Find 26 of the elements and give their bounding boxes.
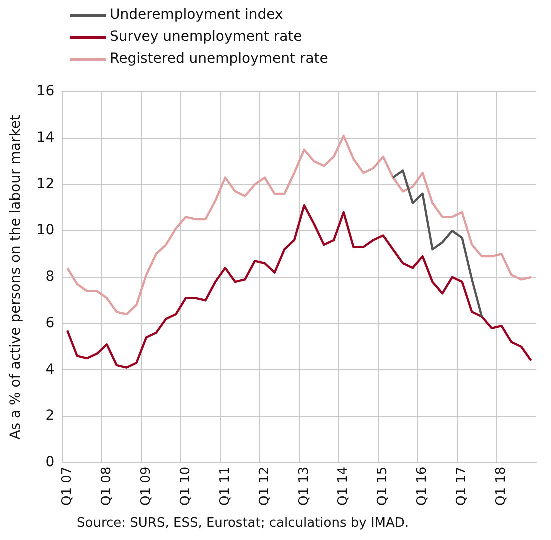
y-tick-label: 6 (46, 315, 55, 332)
x-tick-label: Q1 10 (178, 466, 194, 506)
x-tick-label: Q1 14 (336, 466, 352, 506)
legend-label: Registered unemployment rate (110, 51, 328, 67)
y-axis-title: As a % of active persons on the labour market (8, 114, 24, 440)
y-tick-label: 14 (36, 130, 55, 146)
y-tick-label: 10 (36, 222, 55, 239)
y-tick-label: 16 (36, 84, 55, 100)
x-tick-label: Q1 11 (218, 466, 233, 506)
legend-label: Survey unemployment rate (110, 29, 302, 45)
x-tick-label: Q1 09 (138, 466, 154, 506)
y-tick-label: 4 (46, 362, 55, 378)
y-tick-label: 2 (46, 408, 55, 424)
x-tick-label: Q1 18 (494, 466, 510, 506)
x-tick-label: Q1 15 (376, 466, 391, 506)
x-tick-label: Q1 12 (257, 466, 272, 506)
y-tick-label: 0 (46, 454, 55, 470)
x-tick-label: Q1 07 (60, 466, 75, 506)
y-tick-label: 12 (36, 176, 55, 192)
x-tick-label: Q1 16 (415, 466, 430, 506)
source-note: Source: SURS, ESS, Eurostat; calculations by IMAD. (77, 516, 410, 531)
legend-label: Underemployment index (110, 7, 284, 23)
x-tick-label: Q1 08 (99, 466, 114, 506)
x-tick-label: Q1 13 (296, 466, 312, 506)
x-tick-label: Q1 17 (454, 466, 470, 506)
y-tick-label: 8 (46, 269, 55, 286)
